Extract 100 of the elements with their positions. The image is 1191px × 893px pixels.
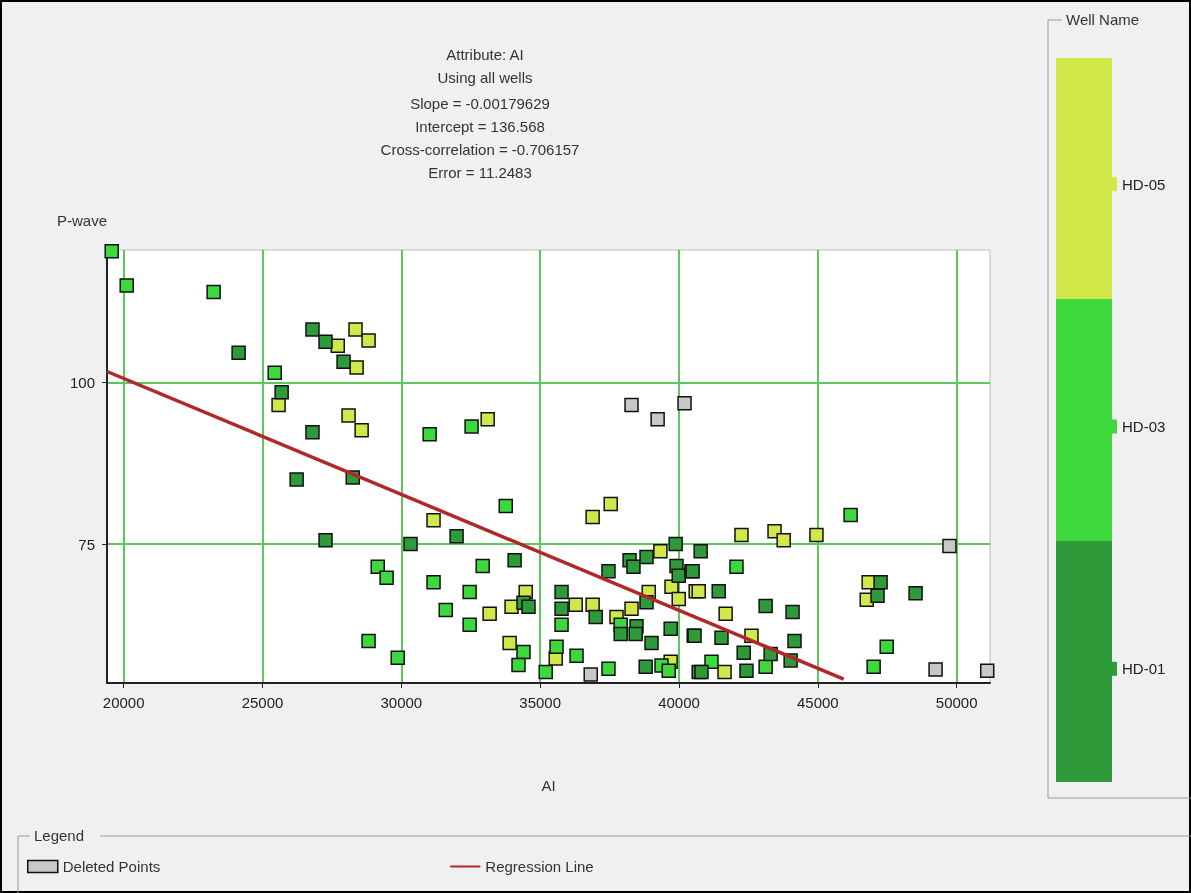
point [267, 365, 282, 381]
x-axis-title: AI [541, 777, 556, 794]
point [318, 334, 333, 350]
point [361, 633, 376, 649]
point [554, 601, 569, 616]
point [870, 588, 885, 603]
legend-label: HD-01 [1122, 660, 1166, 678]
point [736, 645, 751, 660]
point [626, 559, 641, 574]
point [426, 512, 441, 528]
point [502, 635, 517, 651]
point [650, 412, 665, 427]
point [644, 635, 659, 651]
x-tick-label: 30000 [380, 694, 423, 711]
point [379, 570, 394, 585]
point [624, 601, 639, 616]
point [639, 549, 654, 565]
point [464, 419, 479, 434]
x-tick-label: 40000 [658, 694, 700, 711]
point [758, 659, 773, 675]
text: Intercept = 136.568 [415, 118, 545, 135]
point [348, 322, 363, 337]
point [601, 563, 616, 579]
point [271, 397, 286, 413]
point [390, 650, 405, 666]
point [583, 667, 598, 682]
point [354, 423, 369, 438]
point [663, 621, 678, 636]
point [601, 661, 616, 677]
point [638, 659, 653, 675]
point [231, 345, 246, 361]
point [422, 426, 437, 442]
point [729, 559, 744, 574]
point [734, 527, 749, 543]
y-tick-label: 75 [78, 535, 95, 553]
y-tick-label: 100 [69, 373, 95, 391]
point [671, 591, 686, 607]
point [785, 604, 800, 620]
point [979, 663, 995, 678]
point [624, 397, 639, 413]
point [475, 558, 490, 574]
legend-label: Deleted Points [62, 858, 161, 875]
point [480, 412, 495, 427]
point [206, 284, 221, 300]
point [585, 509, 600, 525]
point [521, 599, 536, 614]
point [603, 496, 618, 512]
point [693, 543, 708, 559]
point [507, 552, 522, 568]
point [758, 598, 773, 614]
point [588, 609, 603, 625]
text: Legend [34, 827, 85, 844]
point [928, 662, 943, 677]
legend-label: Regression Line [485, 858, 594, 875]
point [403, 536, 418, 552]
chart-subtitle: Using all wells [437, 69, 533, 86]
legend-label: HD-05 [1122, 175, 1166, 193]
point [318, 532, 333, 548]
point [498, 498, 513, 514]
point [538, 664, 553, 680]
point [866, 659, 881, 675]
point [449, 529, 464, 544]
point [349, 360, 364, 375]
point [274, 384, 289, 400]
point [289, 472, 304, 487]
point [879, 639, 894, 655]
point [568, 597, 583, 613]
point [661, 663, 676, 678]
point [462, 617, 477, 633]
legend-label: HD-03 [1122, 418, 1166, 435]
point [711, 583, 726, 599]
point [341, 408, 356, 423]
point [554, 617, 569, 633]
point [704, 654, 719, 669]
point [119, 278, 134, 293]
text: Slope = -0.00179629 [410, 95, 550, 112]
point [671, 568, 686, 583]
legend-title: Well Name [1066, 11, 1140, 28]
point [739, 663, 754, 678]
point [653, 543, 668, 559]
point [628, 626, 643, 642]
point [511, 657, 526, 673]
point [776, 532, 791, 548]
point [305, 425, 320, 440]
point [677, 395, 692, 411]
point [809, 527, 824, 543]
point [482, 606, 497, 622]
point [717, 664, 732, 680]
x-tick-label: 35000 [519, 694, 562, 711]
point [714, 630, 729, 646]
point [718, 606, 733, 622]
point [569, 648, 584, 664]
point [438, 602, 454, 618]
x-tick-label: 45000 [796, 694, 839, 711]
point [843, 507, 858, 523]
point [361, 333, 376, 348]
x-tick-label: 50000 [935, 694, 978, 711]
point [462, 584, 477, 600]
text: Error = 11.2483 [428, 164, 532, 181]
x-tick-label: 25000 [241, 694, 284, 711]
